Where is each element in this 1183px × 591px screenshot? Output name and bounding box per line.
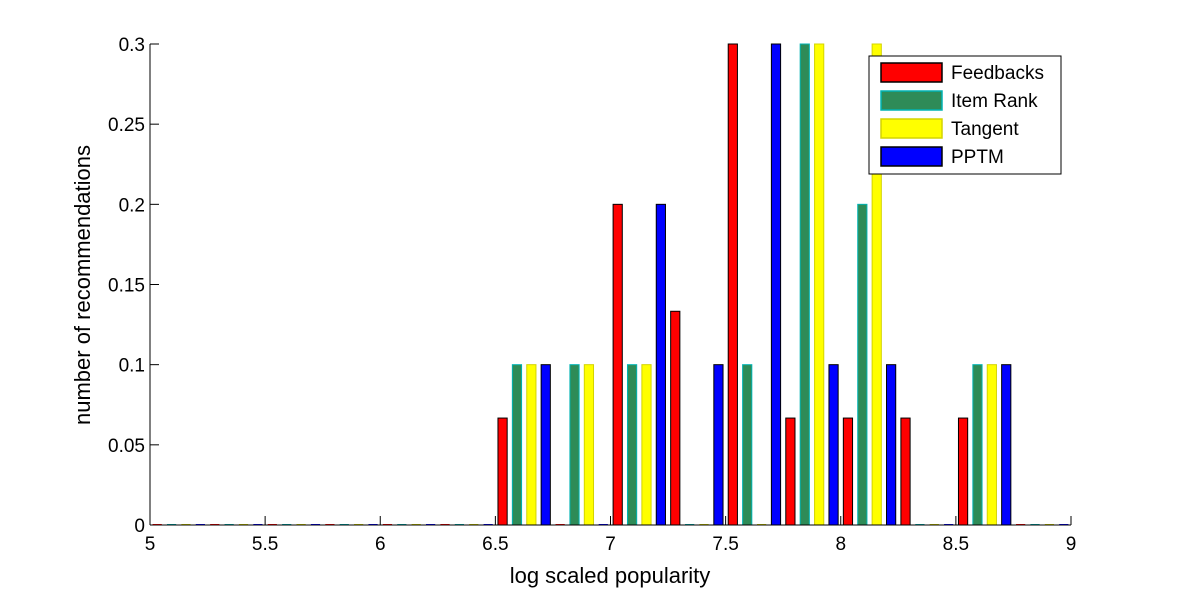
x-tick-label: 8.5	[943, 534, 969, 555]
x-tick-label: 9	[1066, 534, 1077, 555]
bar-pptm	[655, 203, 666, 526]
legend-swatch-item-rank	[880, 90, 943, 111]
x-tick-label: 7	[605, 534, 616, 555]
bar-pptm	[828, 364, 839, 526]
legend-swatch-pptm	[880, 146, 943, 167]
bar-pptm	[540, 364, 551, 526]
x-tick-label: 7.5	[712, 534, 738, 555]
bar-feedbacks	[727, 43, 738, 526]
y-tick-label: 0.3	[119, 35, 145, 56]
bar-feedbacks	[957, 417, 969, 526]
x-tick-label: 6	[375, 534, 386, 555]
bar-pptm	[770, 43, 782, 526]
x-tick-label: 8	[835, 534, 846, 555]
legend-label-tangent: Tangent	[951, 119, 1019, 140]
bar-feedbacks	[497, 417, 508, 526]
bar-tangent	[583, 364, 595, 526]
y-tick-label: 0.05	[108, 436, 145, 457]
axes-group: 5 5.5 6 6.5 7 7.5 8 8.5 9 0 0.05 0.1 0.15 0.2 0.25 0.3	[108, 35, 1076, 555]
bar-tangent	[641, 364, 652, 526]
y-tick-label: 0.15	[108, 276, 145, 297]
bar-pptm	[886, 364, 897, 526]
legend-label-item-rank: Item Rank	[951, 91, 1038, 112]
bar-item-rank	[972, 364, 983, 526]
x-tick-label: 5	[145, 534, 156, 555]
bar-tangent	[526, 364, 537, 526]
x-axis-label: log scaled popularity	[510, 563, 711, 588]
bar-feedbacks	[842, 417, 854, 526]
bars-group	[152, 43, 1069, 526]
bar-tangent	[986, 364, 997, 526]
bar-pptm	[1001, 364, 1012, 526]
bar-item-rank	[511, 364, 523, 526]
bar-item-rank	[626, 364, 638, 526]
x-tick-label: 5.5	[252, 534, 278, 555]
y-axis-label: number of recommendations	[70, 145, 95, 425]
bar-item-rank	[799, 43, 810, 526]
bar-feedbacks	[612, 203, 623, 526]
bar-feedbacks	[670, 310, 681, 526]
bar-feedbacks	[785, 417, 796, 526]
bar-item-rank	[857, 203, 868, 526]
bar-item-rank	[569, 364, 580, 526]
x-tick-label: 6.5	[482, 534, 508, 555]
bar-feedbacks	[900, 417, 911, 526]
legend-swatch-feedbacks	[880, 62, 943, 83]
y-tick-label: 0.25	[108, 115, 145, 136]
legend-label-feedbacks: Feedbacks	[951, 63, 1044, 84]
y-tick-label: 0.1	[119, 356, 145, 377]
bar-item-rank	[742, 364, 753, 526]
y-tick-label: 0.2	[119, 195, 145, 216]
legend-swatch-tangent	[880, 118, 943, 139]
bar-tangent	[814, 43, 825, 526]
y-tick-label: 0	[134, 516, 145, 537]
legend: Feedbacks Item Rank Tangent PPTM	[868, 55, 1062, 175]
legend-label-pptm: PPTM	[951, 147, 1004, 168]
bar-pptm	[713, 364, 724, 526]
